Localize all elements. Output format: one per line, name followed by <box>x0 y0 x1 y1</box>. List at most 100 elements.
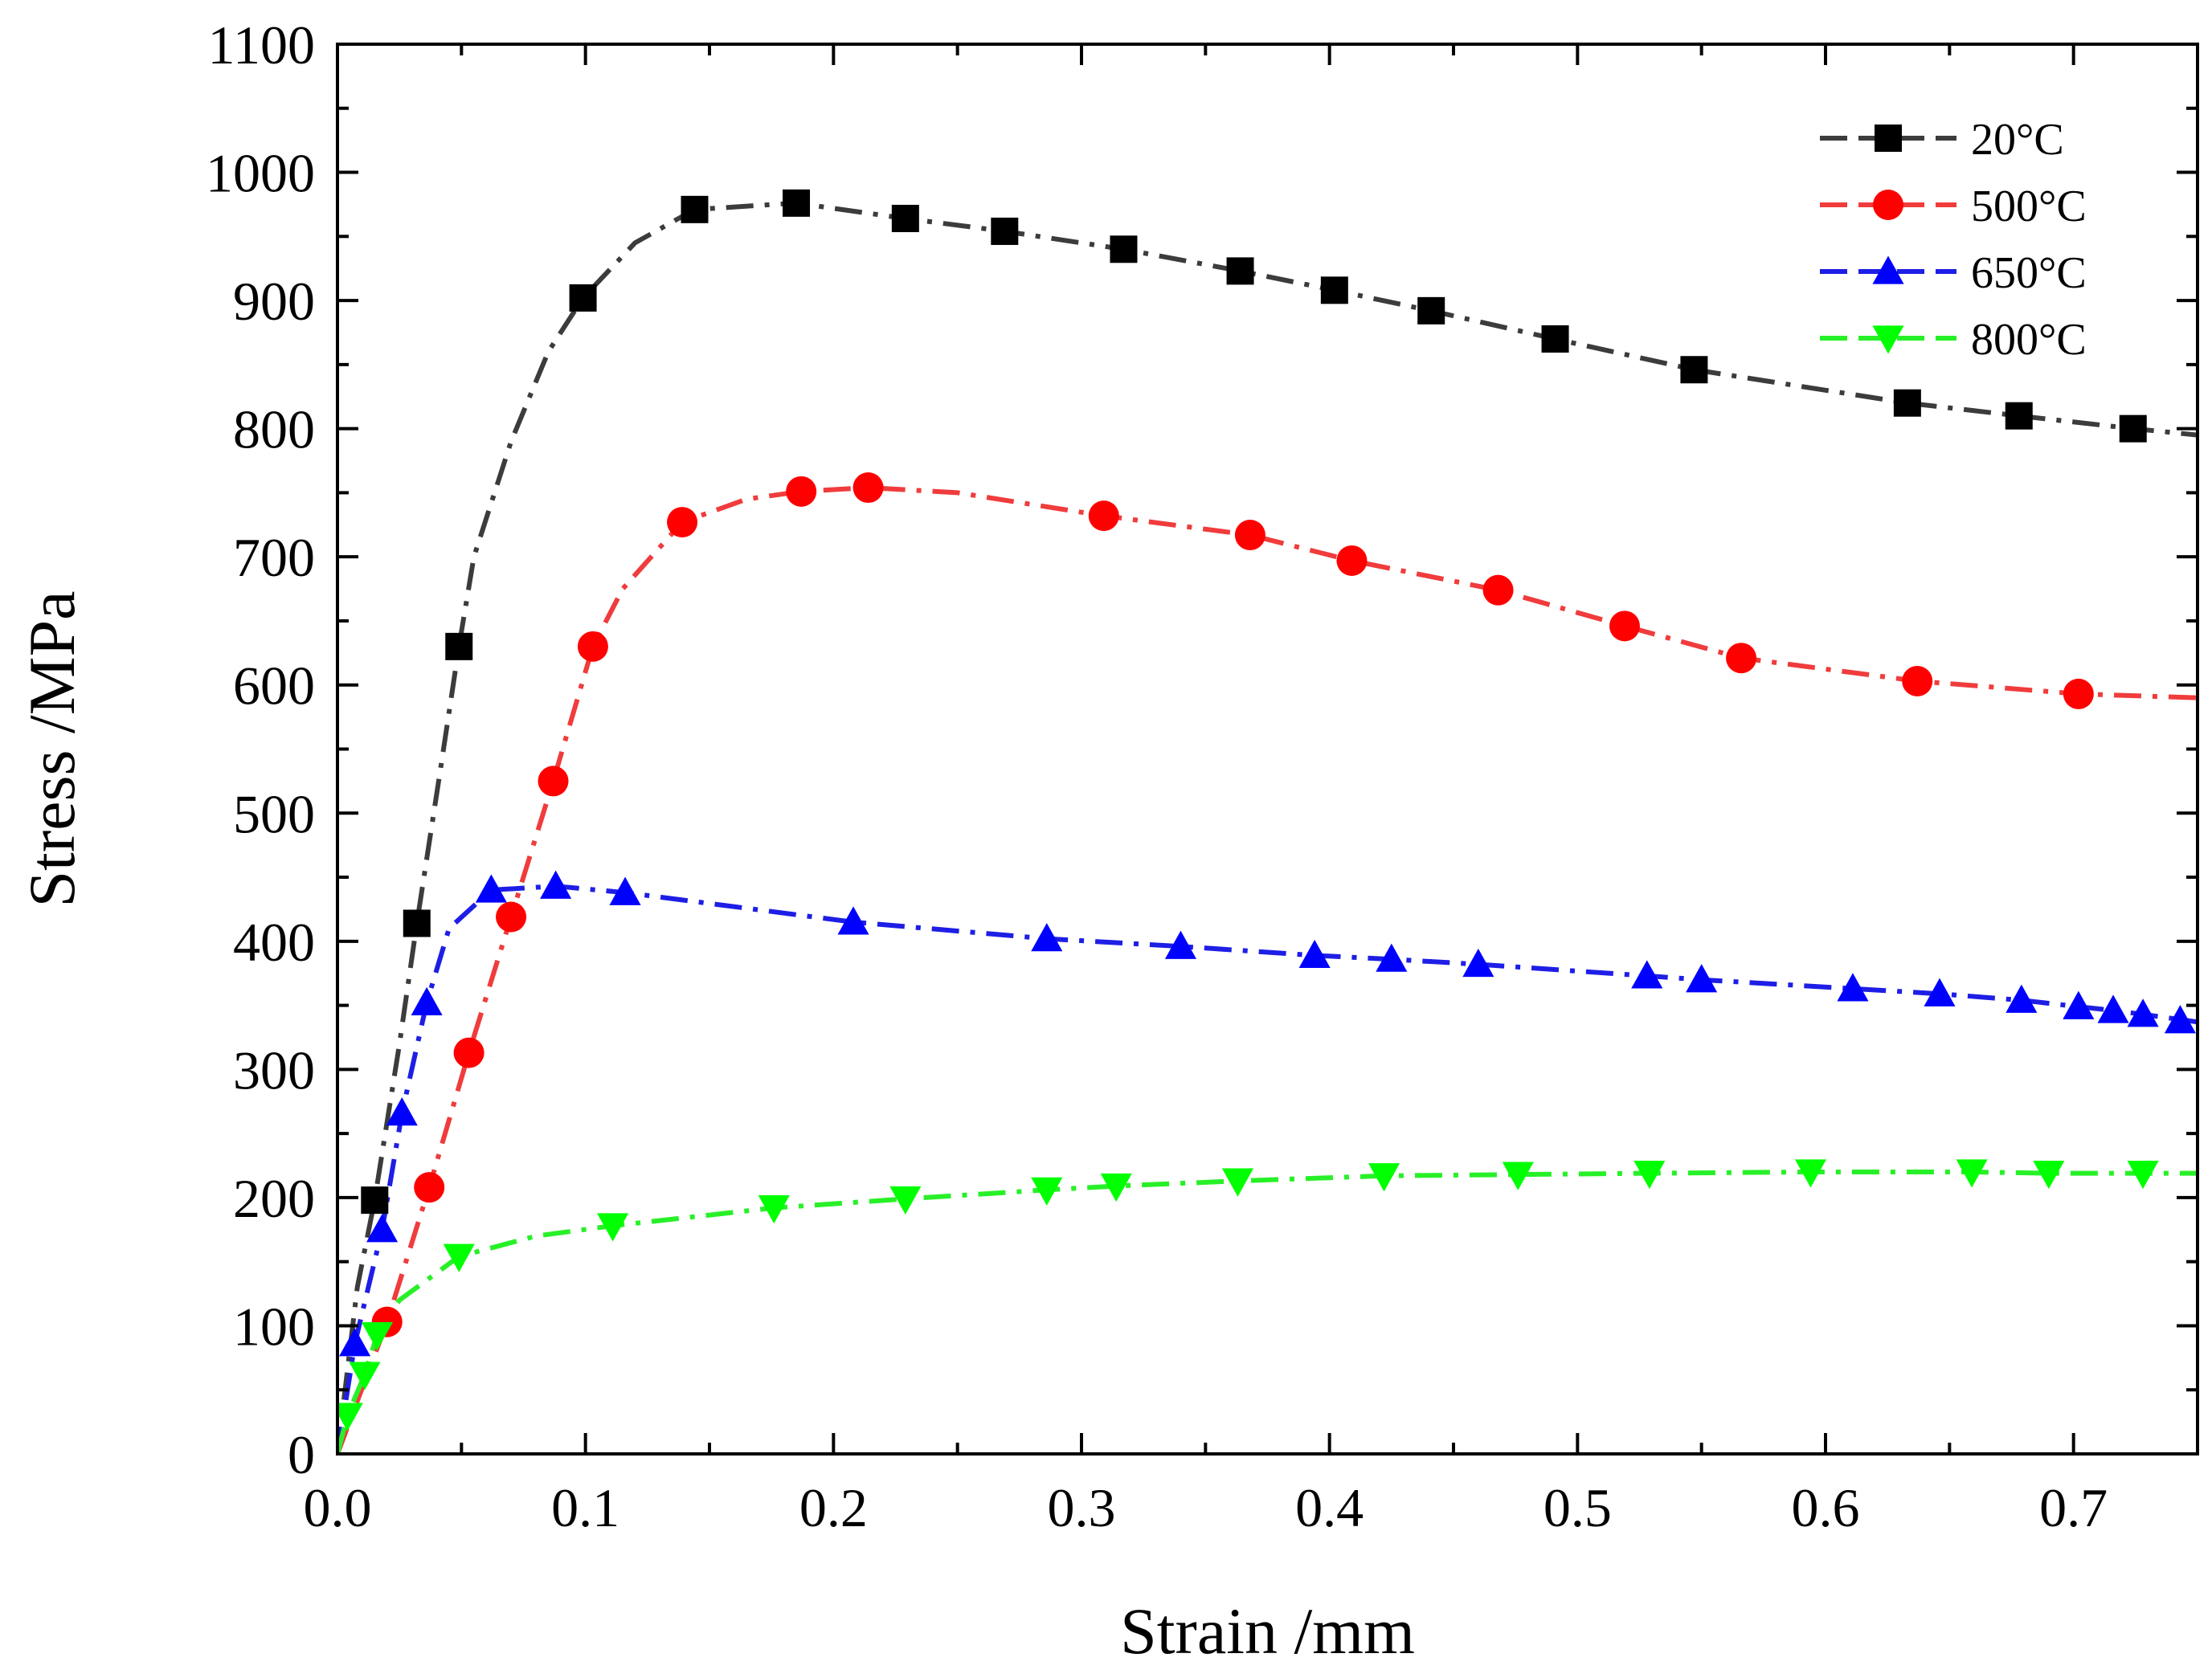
data-point-series-1 <box>1336 545 1368 576</box>
y-tick-label: 200 <box>233 1168 315 1229</box>
data-point-series-3 <box>1502 1162 1534 1190</box>
data-point-series-2 <box>1376 943 1408 972</box>
data-point-series-2 <box>1031 923 1063 952</box>
data-point-series-0 <box>1417 296 1445 325</box>
data-point-series-3 <box>443 1243 475 1272</box>
legend-marker-1 <box>1873 190 1903 220</box>
data-point-series-3 <box>349 1362 381 1390</box>
data-point-series-1 <box>453 1037 485 1068</box>
y-axis: 0 100 200 300 400 500 600 700 800 900 1000 1100 <box>206 14 2198 1485</box>
legend-label-3: 800°C <box>1971 315 2087 365</box>
legend-label-1: 500°C <box>1971 182 2087 231</box>
data-point-series-2 <box>2063 990 2095 1019</box>
data-point-series-2 <box>2164 1005 2196 1034</box>
data-point-series-2 <box>1164 930 1197 959</box>
y-tick-label: 400 <box>233 912 315 973</box>
data-point-series-1 <box>1726 643 1757 674</box>
data-point-series-0 <box>2005 402 2033 430</box>
data-point-series-2 <box>2006 984 2038 1013</box>
x-tick-label: 0.0 <box>304 1477 372 1538</box>
data-point-series-3 <box>2033 1160 2065 1190</box>
data-point-series-2 <box>339 1328 371 1357</box>
data-point-series-1 <box>496 901 527 933</box>
x-axis-title: Strain /mm <box>1120 1594 1415 1668</box>
x-tick-label: 0.6 <box>1792 1477 1860 1538</box>
data-point-series-2 <box>475 874 507 903</box>
data-point-series-1 <box>538 766 569 797</box>
series-line-1 <box>337 484 2198 1454</box>
y-tick-label: 900 <box>233 271 315 332</box>
data-point-series-3 <box>1633 1160 1666 1190</box>
y-tick-label: 1100 <box>208 14 315 76</box>
data-point-series-2 <box>1924 978 1956 1006</box>
data-point-series-2 <box>837 906 869 935</box>
data-point-series-1 <box>1234 520 1265 551</box>
data-point-series-1 <box>667 507 698 538</box>
data-point-series-3 <box>758 1195 790 1224</box>
data-point-series-2 <box>609 876 641 905</box>
legend-marker-2 <box>1872 255 1904 284</box>
data-point-series-0 <box>569 284 597 312</box>
data-point-series-0 <box>1320 276 1348 304</box>
data-point-series-3 <box>2127 1160 2159 1190</box>
x-axis: 0.0 0.1 0.2 0.3 0.4 0.5 0.6 0.7 <box>304 44 2199 1538</box>
x-tick-label: 0.2 <box>799 1477 868 1538</box>
data-point-series-0 <box>2119 414 2147 443</box>
data-point-series-0 <box>1893 389 1921 417</box>
legend-marker-3 <box>1872 325 1904 354</box>
data-point-series-0 <box>783 189 811 217</box>
y-tick-label: 100 <box>233 1296 315 1357</box>
data-point-series-1 <box>1088 500 1119 532</box>
y-tick-label: 800 <box>233 399 315 460</box>
data-point-series-3 <box>1221 1168 1254 1197</box>
data-point-series-3 <box>597 1213 629 1242</box>
data-point-series-1 <box>577 631 608 662</box>
data-point-series-1 <box>852 472 884 504</box>
data-point-series-3 <box>337 1402 363 1431</box>
data-point-series-1 <box>1609 610 1640 642</box>
data-point-series-1 <box>1902 665 1933 696</box>
data-point-series-0 <box>681 195 709 223</box>
x-tick-label: 0.3 <box>1048 1477 1116 1538</box>
data-point-series-2 <box>540 870 572 899</box>
data-point-series-1 <box>786 476 817 507</box>
data-point-series-0 <box>1110 235 1138 263</box>
data-point-series-0 <box>445 632 473 660</box>
y-tick-label: 1000 <box>206 143 315 204</box>
data-point-series-2 <box>2097 994 2129 1023</box>
series-line-2 <box>337 884 2198 1454</box>
data-point-series-3 <box>1956 1159 1988 1188</box>
data-point-series-0 <box>891 204 919 232</box>
x-tick-label: 0.5 <box>1543 1477 1612 1538</box>
data-point-series-2 <box>1686 964 1718 993</box>
data-point-series-0 <box>1226 257 1254 285</box>
legend: 20°C 500°C 650°C 800°C <box>1820 115 2087 365</box>
data-point-series-0 <box>403 909 431 937</box>
data-point-series-2 <box>386 1097 418 1126</box>
legend-marker-0 <box>1875 125 1902 152</box>
data-point-series-3 <box>889 1186 922 1215</box>
data-point-series-3 <box>1368 1163 1400 1192</box>
y-tick-label: 0 <box>288 1424 315 1485</box>
series-markers <box>337 189 2196 1431</box>
data-point-series-3 <box>361 1321 393 1351</box>
legend-label-2: 650°C <box>1971 248 2087 298</box>
data-point-series-3 <box>1794 1159 1827 1188</box>
data-point-series-1 <box>414 1172 445 1203</box>
data-point-series-2 <box>1837 973 1869 1002</box>
legend-label-0: 20°C <box>1971 115 2064 165</box>
y-tick-label: 700 <box>233 527 315 588</box>
y-tick-label: 600 <box>233 655 315 717</box>
data-point-series-0 <box>361 1186 389 1215</box>
x-tick-label: 0.1 <box>551 1477 619 1538</box>
data-point-series-0 <box>1680 356 1708 384</box>
data-point-series-3 <box>1031 1177 1063 1206</box>
y-tick-label: 500 <box>233 783 315 844</box>
y-axis-title: Stress /MPa <box>15 590 88 907</box>
data-point-series-0 <box>1541 325 1569 353</box>
data-point-series-2 <box>366 1214 399 1243</box>
data-point-series-2 <box>2127 998 2159 1027</box>
x-tick-label: 0.4 <box>1295 1477 1364 1538</box>
x-tick-label: 0.7 <box>2039 1477 2108 1538</box>
